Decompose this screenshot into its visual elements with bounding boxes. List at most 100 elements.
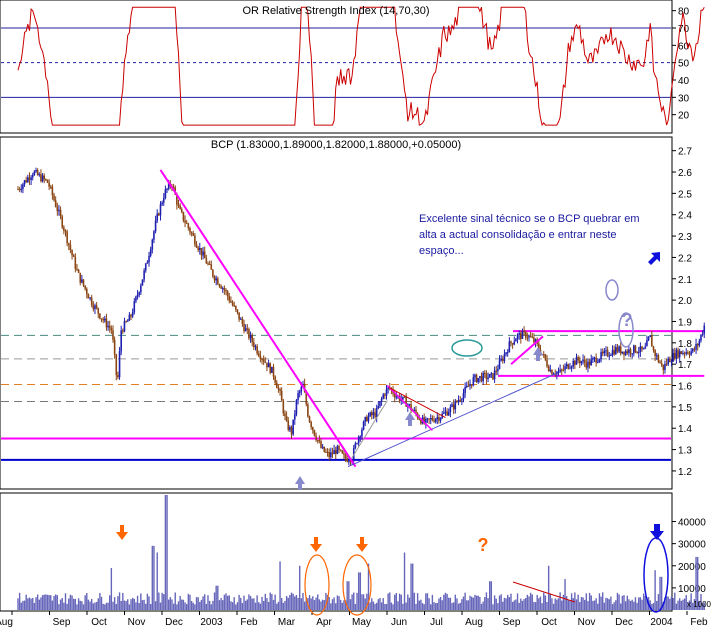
candle-body: [125, 321, 127, 323]
volume-bar: [452, 602, 455, 610]
x-axis-tick-label: 2004: [650, 617, 673, 628]
volume-bar: [670, 596, 673, 610]
volume-bar: [649, 600, 651, 610]
candle-body: [277, 388, 280, 390]
volume-bar: [135, 602, 137, 610]
volume-bar: [58, 604, 60, 610]
volume-bar: [230, 601, 232, 610]
volume-bar: [353, 592, 355, 610]
candle-body: [672, 352, 674, 362]
candle-body: [259, 355, 262, 360]
x-axis-tick-label: Dec: [165, 617, 183, 628]
candle-body: [212, 269, 214, 277]
candle-body: [382, 394, 385, 399]
candle-body: [17, 189, 19, 191]
volume-bar: [577, 594, 579, 610]
candle-body: [691, 348, 694, 352]
candle-body: [53, 195, 55, 201]
volume-bar: [674, 592, 676, 610]
candle-body: [467, 385, 470, 387]
volume-bar: [700, 593, 702, 610]
candle-body: [325, 451, 327, 453]
volume-bar: [575, 599, 578, 610]
candle-body: [295, 400, 298, 415]
volume-bar: [485, 592, 488, 610]
volume-bar: [488, 581, 491, 610]
volume-bar: [356, 592, 358, 610]
volume-bar: [41, 595, 44, 610]
volume-bar: [418, 600, 420, 610]
volume-bar: [300, 598, 303, 610]
volume-bar: [523, 599, 525, 610]
candle-body: [513, 341, 516, 345]
candle-body: [595, 357, 597, 363]
volume-bar: [413, 592, 416, 610]
volume-bar: [28, 597, 31, 610]
candle-body: [578, 360, 581, 364]
candle-body: [482, 372, 484, 382]
volume-bar: [125, 601, 127, 610]
candle-body: [425, 419, 427, 424]
volume-bar: [104, 604, 106, 610]
volume-bar: [115, 603, 117, 610]
candle-body: [483, 372, 486, 374]
volume-bar: [693, 599, 696, 610]
candle-body: [282, 400, 285, 414]
volume-bar: [276, 603, 278, 610]
volume-bar: [53, 595, 55, 610]
candle-body: [230, 301, 232, 303]
candle-body: [662, 364, 665, 371]
rsi-axis-tick-label: 70: [678, 24, 690, 35]
volume-bar: [438, 598, 440, 610]
volume-bar: [351, 594, 353, 610]
candle-body: [71, 250, 73, 256]
candle-body: [377, 406, 380, 409]
volume-bar: [595, 598, 597, 610]
volume-bar: [597, 603, 599, 610]
candle-body: [479, 376, 481, 378]
candle-body: [108, 325, 111, 329]
volume-bar: [446, 593, 448, 610]
candle-body: [320, 441, 322, 448]
volume-bar: [474, 594, 476, 610]
volume-bar: [97, 598, 99, 610]
volume-bar: [107, 602, 109, 610]
volume-bar: [464, 592, 466, 610]
candle-body: [642, 348, 645, 350]
volume-bar: [420, 599, 422, 610]
candle-body: [531, 337, 534, 339]
price-layer: 1.2 1.3 1.4 1.5 1.6 1.7 1.8 1.9 2.0 2.1 2.2 2.3 2.4 2…: [1, 147, 706, 478]
volume-bar: [258, 602, 260, 610]
volume-bar: [459, 602, 461, 610]
candle-body: [197, 247, 199, 250]
volume-bar: [153, 545, 155, 610]
volume-bar: [130, 599, 132, 610]
volume-bar: [533, 601, 535, 610]
candle-body: [610, 354, 612, 356]
candle-body: [305, 392, 308, 405]
candle-body: [133, 301, 136, 313]
candle-body: [92, 305, 95, 310]
candle-body: [64, 230, 67, 232]
volume-bar: [82, 604, 85, 610]
candle-body: [135, 296, 137, 302]
volume-bar: [467, 600, 470, 610]
volume-bar: [336, 595, 339, 610]
volume-bar: [434, 603, 437, 610]
candle-body: [334, 450, 337, 454]
candle-body: [446, 411, 448, 416]
volume-bar: [456, 598, 458, 610]
volume-bar: [100, 596, 103, 610]
candle-body: [195, 244, 198, 248]
volume-bar: [565, 596, 568, 610]
volume-bar: [588, 592, 591, 610]
candle-body: [202, 251, 204, 256]
volume-bar: [361, 594, 363, 610]
volume-bar: [308, 595, 311, 610]
volume-bar: [423, 604, 425, 610]
volume-bar: [299, 565, 301, 610]
candle-body: [644, 346, 647, 349]
volume-bar: [669, 598, 671, 610]
volume-bar: [557, 598, 560, 610]
volume-bar: [583, 599, 586, 610]
